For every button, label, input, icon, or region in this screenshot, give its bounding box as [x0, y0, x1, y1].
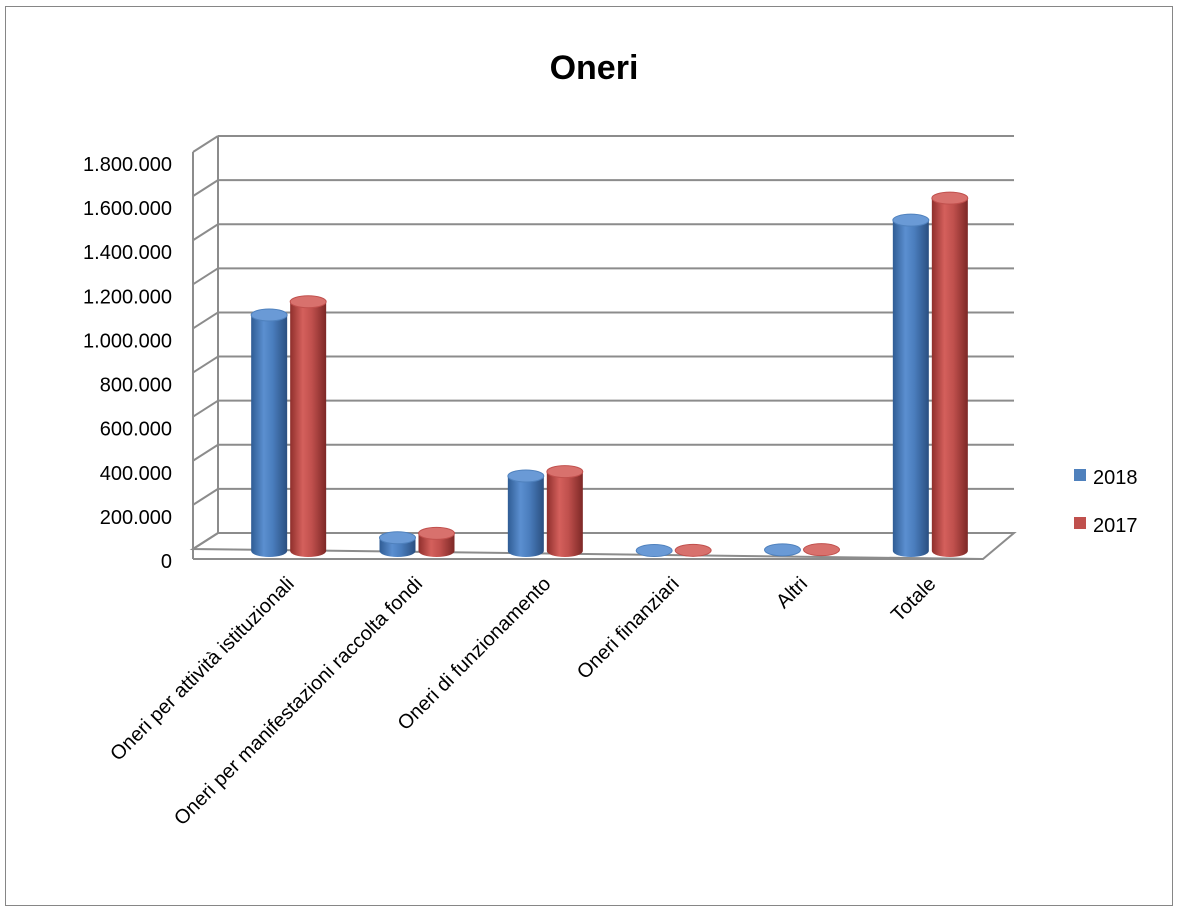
legend: 2018 2017: [1074, 467, 1138, 537]
y-tick-label: 200.000: [100, 507, 172, 529]
bar-top: [379, 531, 416, 545]
bar-top: [507, 469, 545, 483]
x-tick-label: Altri: [772, 573, 812, 613]
x-tick-label: Oneri per manifestazioni raccolta fondi: [170, 573, 427, 830]
bar-top: [546, 465, 584, 479]
bar-top: [764, 543, 801, 557]
bar-2018-5: [892, 213, 930, 557]
bar-body: [251, 315, 288, 557]
bar-2018-3: [635, 544, 673, 558]
bar-top: [250, 308, 288, 322]
bar-2017-0: [289, 295, 327, 557]
gridline-side: [192, 311, 219, 330]
bar-top: [892, 213, 930, 227]
y-tick-label: 800.000: [100, 375, 172, 397]
bar-top: [289, 295, 327, 309]
bar-2017-3: [674, 543, 712, 557]
bar-body: [892, 220, 929, 557]
bar-body: [290, 301, 327, 557]
legend-label-2018: 2018: [1093, 467, 1138, 489]
gridline-side: [192, 135, 219, 153]
x-tick-label: Oneri finanziari: [573, 573, 684, 684]
floor: [189, 532, 1017, 561]
bar-2018-1: [379, 531, 416, 557]
bar-body: [546, 471, 583, 557]
gridline-side: [192, 267, 219, 286]
y-tick-label: 600.000: [100, 419, 172, 441]
chart-title: Oneri: [550, 49, 639, 87]
bar-body: [418, 533, 455, 557]
bar-2017-1: [418, 526, 455, 557]
bar-body: [507, 476, 544, 557]
y-tick-label: 1.800.000: [83, 154, 172, 176]
bar-2018-2: [507, 469, 545, 557]
bar-2017-4: [803, 543, 840, 557]
bar-top: [931, 191, 969, 205]
legend-label-2017: 2017: [1093, 515, 1138, 537]
bar-2018-4: [764, 543, 801, 557]
y-tick-label: 400.000: [100, 463, 172, 485]
gridline-side: [192, 399, 219, 418]
legend-swatch-2018: [1074, 469, 1086, 481]
gridline-side: [192, 488, 219, 506]
chart-svg: 0 200.000 400.000 600.000 800.000 1.000.000 1.…: [83, 49, 1138, 830]
grid-layer: [189, 135, 1017, 561]
bar-top: [803, 543, 840, 557]
y-tick-label: 1.400.000: [83, 242, 172, 264]
bar-top: [418, 526, 455, 540]
y-tick-label: 0: [161, 551, 172, 573]
legend-swatch-2017: [1074, 517, 1086, 529]
y-tick-label: 1.000.000: [83, 330, 172, 352]
x-tick-label: Totale: [887, 573, 940, 626]
bar-top: [674, 543, 712, 557]
bar-body: [931, 198, 968, 557]
bars-layer: [250, 191, 969, 558]
bar-2017-5: [931, 191, 969, 557]
y-tick-label: 1.600.000: [83, 198, 172, 220]
y-tick-label: 1.200.000: [83, 286, 172, 308]
bar-top: [635, 544, 673, 558]
gridline-side: [192, 355, 219, 374]
gridline-side: [192, 443, 219, 462]
bar-2018-0: [250, 308, 288, 557]
bar-2017-2: [546, 465, 584, 557]
gridline-side: [192, 223, 219, 242]
chart-frame: 0 200.000 400.000 600.000 800.000 1.000.000 1.…: [5, 6, 1173, 906]
gridline-side: [192, 179, 219, 197]
